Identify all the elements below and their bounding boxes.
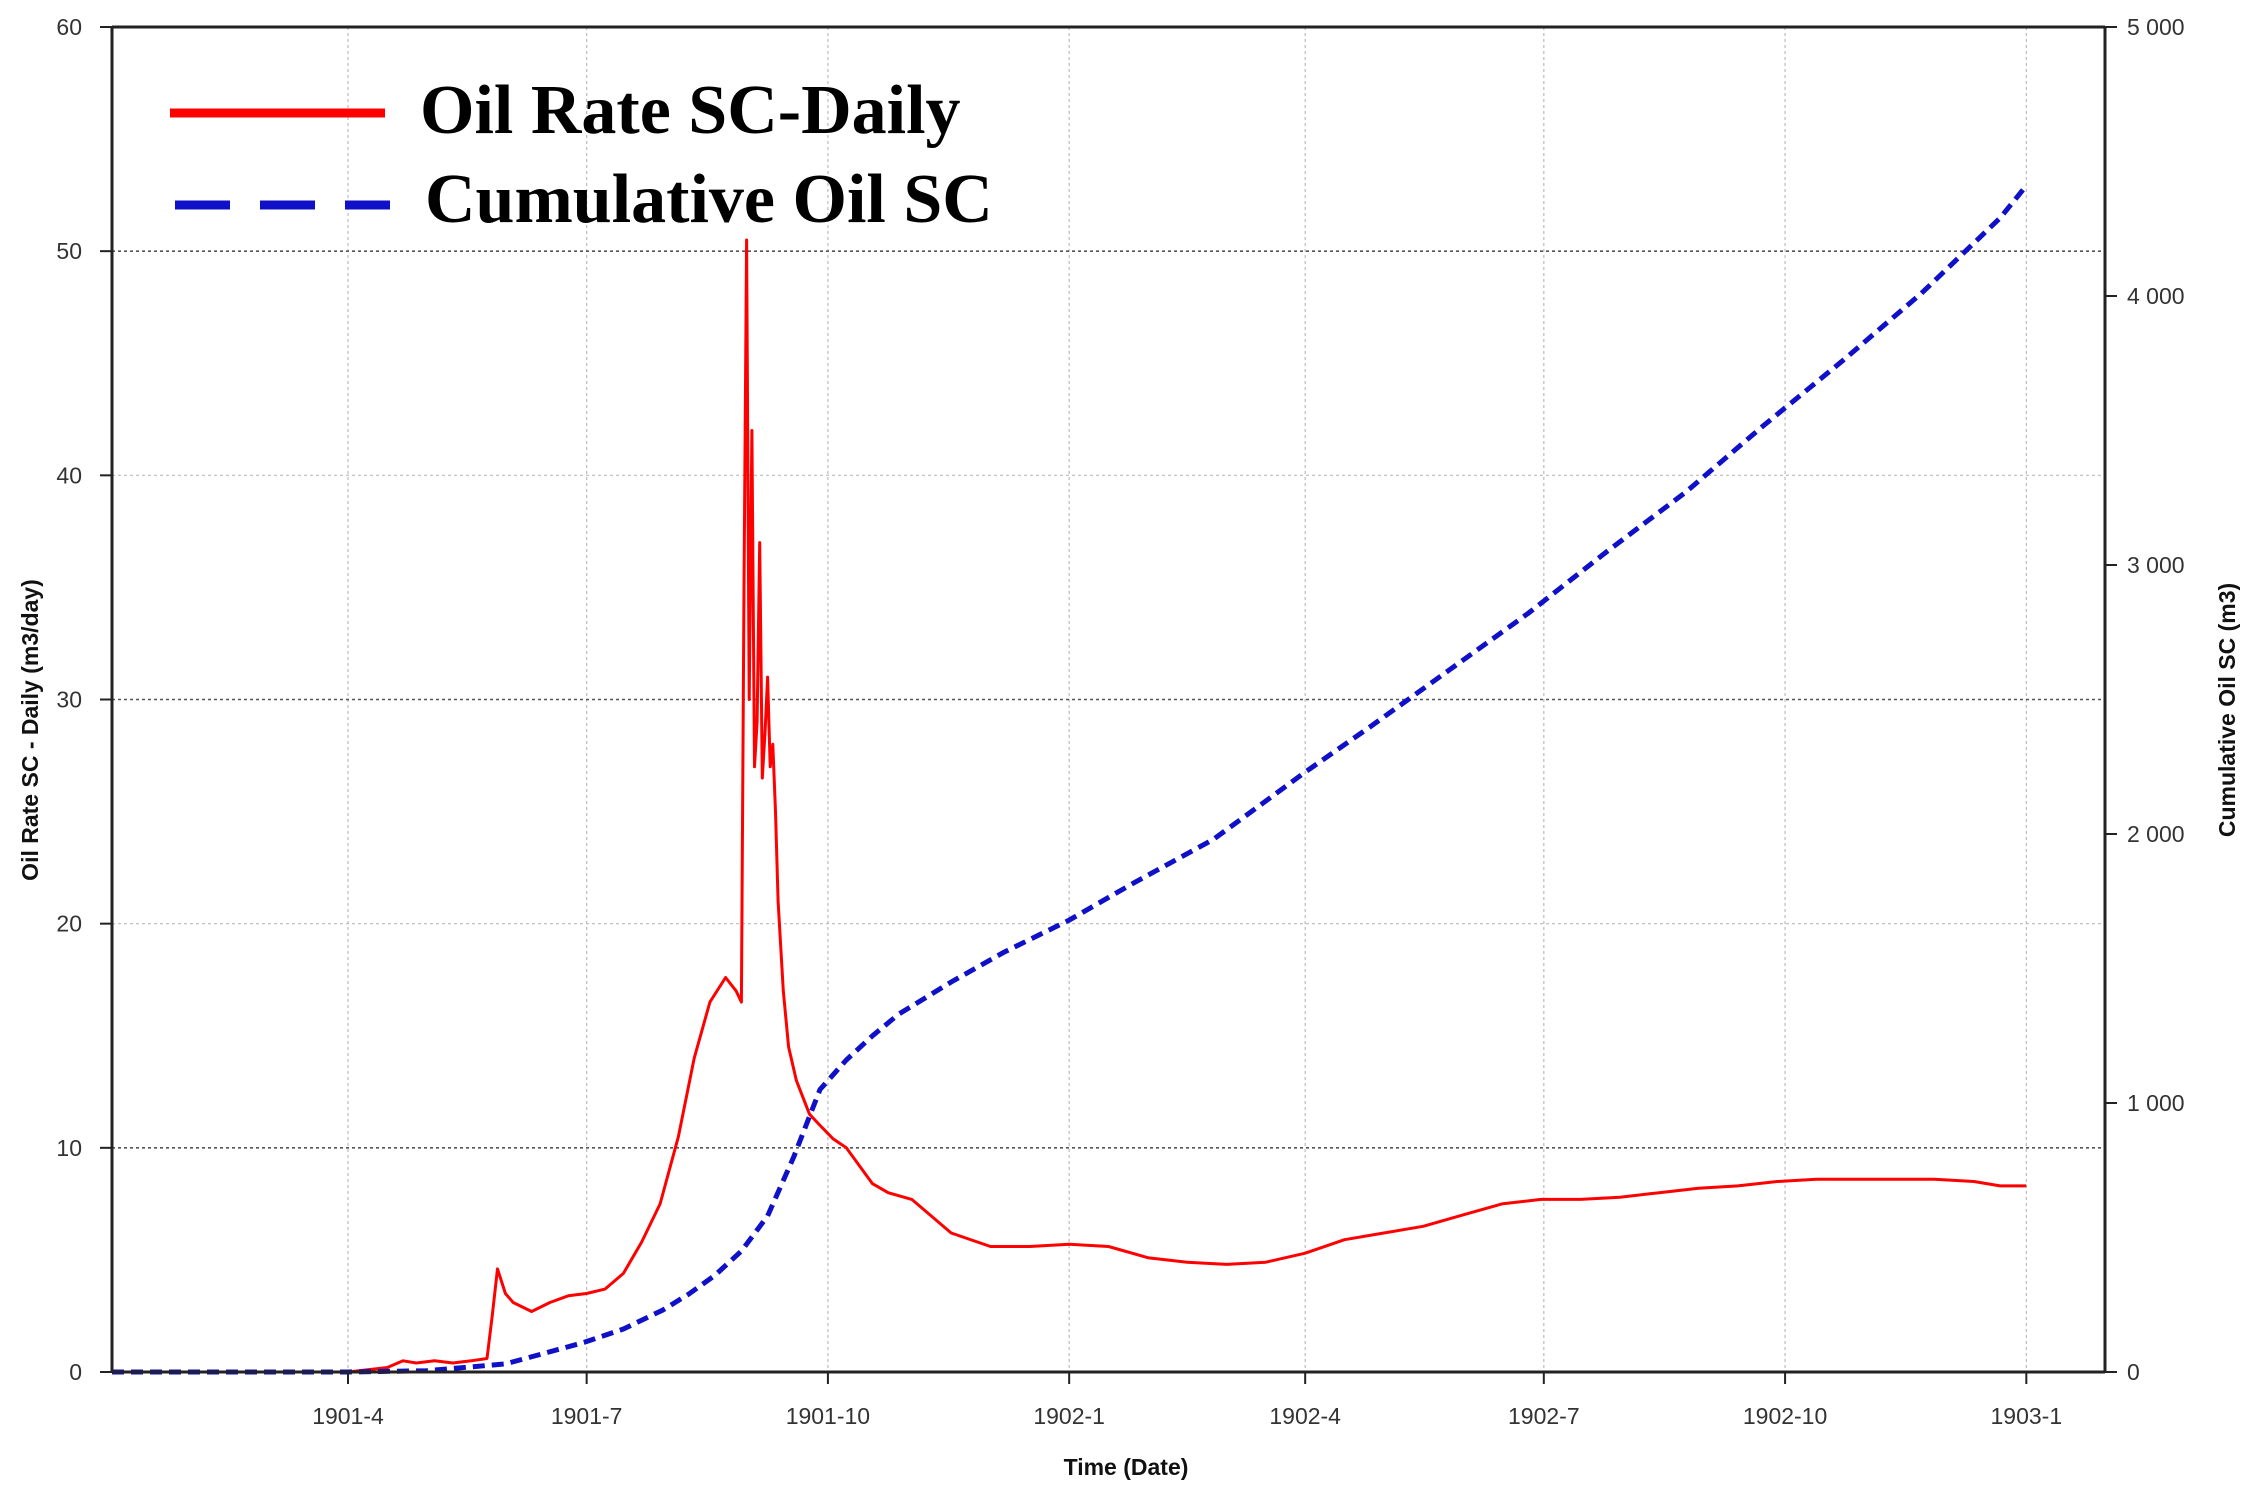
oil-rate-series-line <box>112 238 2027 1374</box>
series-layer <box>112 184 2029 1375</box>
y2-tick-label: 5 000 <box>2127 14 2185 40</box>
axis-layer <box>100 25 2117 1384</box>
x-tick-label: 1901-4 <box>312 1403 384 1429</box>
y-tick-label: 40 <box>56 462 82 488</box>
legend-label-oil-rate: Oil Rate SC-Daily <box>420 72 961 149</box>
grid-layer <box>112 26 2105 1372</box>
label-layer: 1901-4 1901-7 1901-10 1902-1 1902-4 1902-7 190… <box>56 14 2184 1429</box>
y2-tick-label: 1 000 <box>2127 1090 2185 1116</box>
x-tick-label: 1902-4 <box>1269 1403 1341 1429</box>
y-tick-label: 30 <box>56 687 82 713</box>
x-tick-label: 1902-1 <box>1033 1403 1105 1429</box>
y2-tick-label: 4 000 <box>2127 283 2185 309</box>
y2-tick-label: 2 000 <box>2127 821 2185 847</box>
y-tick-label: 20 <box>56 911 82 937</box>
x-tick-label: 1902-10 <box>1743 1403 1827 1429</box>
x-axis-title: Time (Date) <box>1064 1454 1189 1480</box>
y-axis-title: Oil Rate SC - Daily (m3/day) <box>17 579 43 881</box>
x-tick-label: 1901-7 <box>551 1403 623 1429</box>
y-tick-label: 50 <box>56 238 82 264</box>
x-tick-label: 1903-1 <box>1991 1403 2063 1429</box>
y-tick-label: 0 <box>69 1359 82 1385</box>
y2-tick-label: 0 <box>2127 1359 2140 1385</box>
y-tick-label: 10 <box>56 1135 82 1161</box>
x-tick-label: 1901-10 <box>786 1403 870 1429</box>
y2-axis-title: Cumulative Oil SC (m3) <box>2214 583 2240 837</box>
legend-label-cumulative-oil: Cumulative Oil SC <box>425 161 993 238</box>
y2-tick-label: 3 000 <box>2127 552 2185 578</box>
y-tick-label: 60 <box>56 14 82 40</box>
legend: Oil Rate SC-Daily Cumulative Oil SC <box>170 72 993 238</box>
cumulative-oil-series-line <box>112 184 2029 1375</box>
x-tick-label: 1902-7 <box>1508 1403 1580 1429</box>
